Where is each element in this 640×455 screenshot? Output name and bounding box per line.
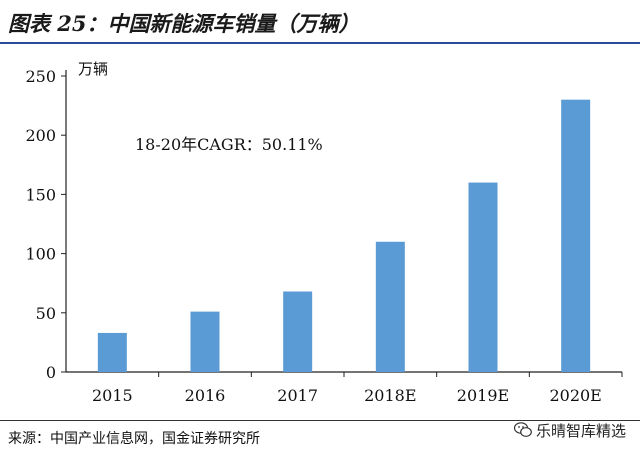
- y-tick-label: 100: [25, 245, 56, 264]
- x-axis: 2015 2016 2017 2018E 2019E 2020E: [66, 371, 623, 405]
- y-tick-label: 200: [25, 126, 56, 145]
- wechat-icon: [513, 421, 532, 442]
- x-tick-label: 2019E: [457, 386, 509, 405]
- x-tick-label: 2018E: [364, 386, 416, 405]
- bar-2020E: [561, 99, 591, 373]
- figure-header: 图表 25：中国新能源车销量（万辆）: [0, 0, 640, 44]
- y-tick-label: 50: [36, 304, 56, 323]
- x-tick-label: 2016: [185, 386, 226, 405]
- bar-2016: [190, 311, 220, 372]
- x-tick-label: 2020E: [549, 386, 601, 405]
- y-tick-label: 250: [25, 67, 56, 86]
- y-tick-label: 0: [46, 363, 56, 382]
- bar-2017: [283, 291, 313, 372]
- cagr-annotation: 18-20年CAGR：50.11%: [135, 135, 323, 154]
- bars-group: [97, 99, 591, 373]
- footer-divider: [0, 420, 640, 421]
- source-note: 来源：中国产业信息网，国金证券研究所: [8, 431, 260, 447]
- watermark-text: 乐晴智库精选: [535, 422, 626, 440]
- x-tick-label: 2017: [277, 386, 318, 405]
- y-axis: 0 50 100 150 200 250: [25, 67, 67, 382]
- header-divider: [0, 42, 640, 44]
- x-tick-label: 2015: [92, 386, 133, 405]
- watermark: 乐晴智库精选: [513, 420, 626, 442]
- y-tick-label: 150: [25, 185, 56, 204]
- y-unit-label: 万辆: [78, 60, 108, 78]
- bar-2019E: [468, 182, 498, 372]
- figure-title: 图表 25：中国新能源车销量（万辆）: [8, 11, 360, 36]
- bar-2018E: [375, 241, 405, 372]
- bar-2015: [97, 332, 127, 372]
